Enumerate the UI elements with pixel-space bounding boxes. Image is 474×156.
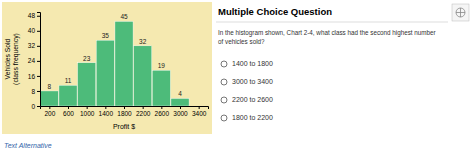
y-tick: 8 bbox=[31, 88, 40, 95]
x-tick-mark bbox=[199, 106, 200, 109]
data-label: 45 bbox=[120, 13, 128, 20]
x-tick-mark bbox=[180, 106, 181, 109]
y-tick-label: 8 bbox=[31, 88, 35, 95]
y-tick: 24 bbox=[28, 57, 40, 64]
radio-button bbox=[221, 61, 227, 67]
y-tick-label: 16 bbox=[28, 73, 36, 80]
icon-line bbox=[460, 8, 461, 17]
bar bbox=[78, 63, 96, 106]
x-axis-title: Profit $ bbox=[113, 123, 135, 130]
bars bbox=[40, 21, 189, 106]
data-label: 32 bbox=[139, 38, 147, 45]
divider bbox=[216, 22, 448, 23]
data-label: 35 bbox=[102, 32, 110, 39]
y-tick-label: 0 bbox=[31, 103, 35, 110]
x-tick-label: 2600 bbox=[155, 110, 170, 117]
question-body-line: of vehicles sold? bbox=[218, 38, 265, 45]
x-tick-mark bbox=[143, 106, 144, 109]
x-tick: 3000 bbox=[173, 106, 188, 117]
x-tick-mark bbox=[124, 106, 125, 109]
x-tick: 600 bbox=[63, 106, 74, 117]
y-tick-mark bbox=[37, 46, 40, 47]
x-tick-mark bbox=[49, 106, 50, 109]
y-axis-title-line: Vehicles Sold bbox=[4, 38, 11, 79]
data-label: 23 bbox=[83, 55, 91, 62]
y-tick-mark bbox=[37, 61, 40, 62]
y-axis-title: Vehicles Sold(class frequency) bbox=[4, 33, 20, 85]
icon-box bbox=[452, 4, 469, 21]
bar bbox=[152, 70, 170, 106]
x-tick-mark bbox=[161, 106, 162, 109]
answer-choice: 1400 to 1800 bbox=[232, 60, 273, 67]
x-tick: 2600 bbox=[155, 106, 170, 117]
link-text: Text Alternative bbox=[4, 142, 52, 149]
y-tick: 16 bbox=[28, 73, 40, 80]
bar bbox=[171, 98, 189, 106]
y-tick-mark bbox=[37, 91, 40, 92]
y-tick-mark bbox=[37, 76, 40, 77]
y-tick-mark bbox=[37, 16, 40, 17]
bar bbox=[40, 91, 58, 106]
y-tick-label: 40 bbox=[28, 27, 36, 34]
x-tick: 200 bbox=[44, 106, 55, 117]
question-body: In the histogram shown, Chart 2-4, what … bbox=[218, 29, 436, 45]
x-tick-label: 1800 bbox=[117, 110, 132, 117]
bar bbox=[59, 85, 77, 106]
x-tick-label: 1000 bbox=[80, 110, 95, 117]
y-tick: 32 bbox=[28, 42, 40, 49]
panel-background bbox=[2, 2, 212, 134]
bar bbox=[96, 40, 114, 106]
x-tick: 1000 bbox=[80, 106, 95, 117]
x-tick-label: 3000 bbox=[173, 110, 188, 117]
x-tick-label: 2200 bbox=[136, 110, 151, 117]
y-axis-line bbox=[37, 13, 41, 107]
x-tick: 2200 bbox=[136, 106, 151, 117]
icon bbox=[452, 4, 469, 21]
bar bbox=[134, 46, 152, 106]
data-labels: 8 11 23 35 45 32 19 4 bbox=[48, 13, 183, 97]
y-tick-mark bbox=[37, 106, 40, 107]
x-tick: 3400 bbox=[192, 106, 207, 117]
data-label: 19 bbox=[158, 62, 166, 69]
x-tick-mark bbox=[87, 106, 88, 109]
radio-button bbox=[221, 115, 227, 121]
x-tick-label: 3400 bbox=[192, 110, 207, 117]
answer-choice: 1800 to 2200 bbox=[232, 114, 273, 121]
y-tick-mark bbox=[37, 31, 40, 32]
data-label: 4 bbox=[178, 90, 182, 97]
answer-choice: 2200 to 2600 bbox=[232, 96, 273, 103]
x-tick-label: 200 bbox=[44, 110, 55, 117]
x-axis: 200 600 1000 14001800 2200 26003000 3400 bbox=[41, 106, 209, 117]
x-tick-label: 600 bbox=[63, 110, 74, 117]
radio-button bbox=[221, 79, 227, 85]
radio-button bbox=[221, 97, 227, 103]
y-tick: 0 bbox=[31, 103, 40, 110]
question-title: Multiple Choice Question bbox=[218, 6, 332, 17]
y-tick: 40 bbox=[28, 27, 40, 34]
y-tick-label: 48 bbox=[28, 12, 36, 19]
y-axis-title-line: (class frequency) bbox=[12, 33, 20, 85]
y-tick: 48 bbox=[28, 12, 40, 19]
x-tick: 1800 bbox=[117, 106, 132, 117]
question-body-line: In the histogram shown, Chart 2-4, what … bbox=[218, 29, 436, 37]
y-tick-label: 32 bbox=[28, 42, 36, 49]
x-tick: 1400 bbox=[99, 106, 114, 117]
x-tick-label: 1400 bbox=[99, 110, 114, 117]
y-tick-label: 24 bbox=[28, 57, 36, 64]
x-tick-mark bbox=[105, 106, 106, 109]
data-label: 8 bbox=[48, 83, 52, 90]
chart-svg: 8 11 23 35 45 32 19 4 200 600 1000 14001800 2200 2600… bbox=[0, 0, 474, 156]
x-tick-mark bbox=[68, 106, 69, 109]
answer-choice: 3000 to 3400 bbox=[232, 78, 273, 85]
y-axis: 0 8 16 24 32 40 48 bbox=[28, 12, 41, 109]
icon-circle bbox=[456, 8, 465, 17]
bar bbox=[115, 21, 133, 106]
data-label: 11 bbox=[65, 77, 72, 84]
